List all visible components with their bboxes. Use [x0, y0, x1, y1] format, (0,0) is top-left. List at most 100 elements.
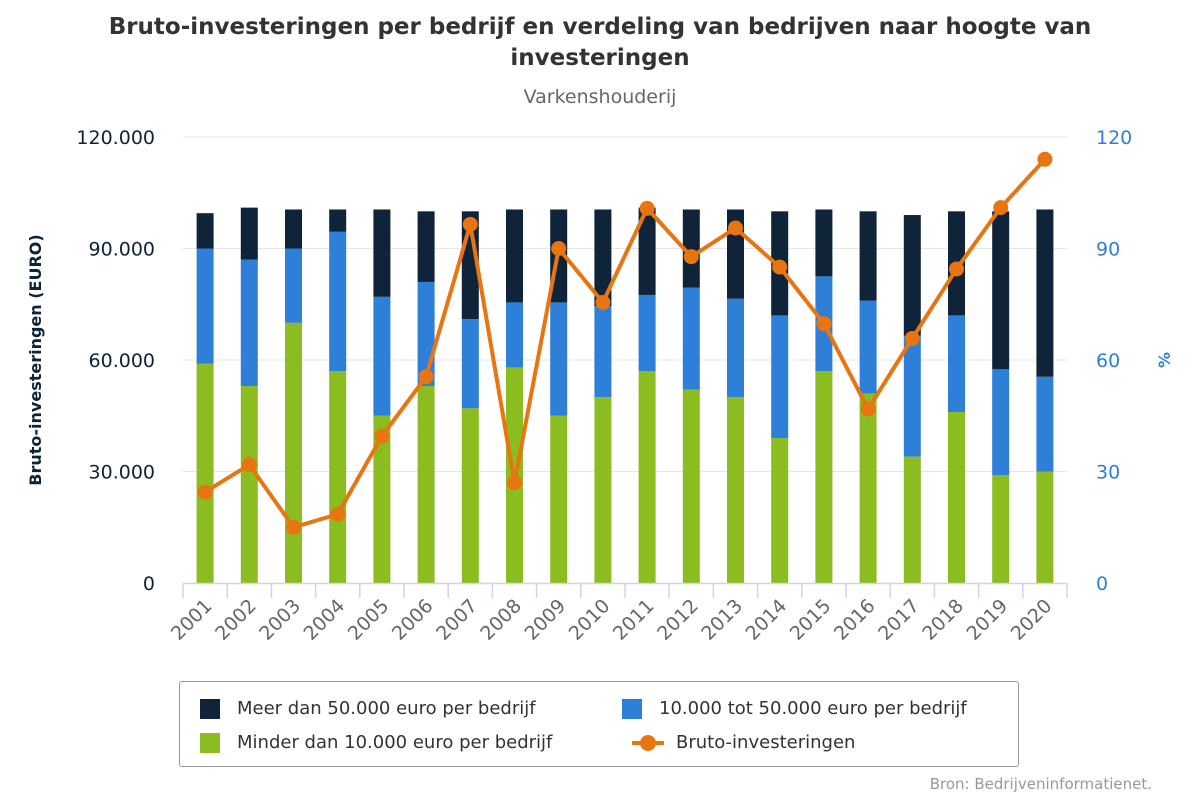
bar-meer [506, 209, 523, 303]
legend-swatch-minder [200, 732, 220, 753]
bar-minder [550, 415, 568, 583]
bar-minder [329, 371, 347, 583]
point-bruto-investeringen [330, 506, 346, 522]
point-bruto-investeringen [197, 484, 213, 500]
bar-tussen [550, 302, 568, 416]
y-left-tick-label: 0 [143, 573, 155, 595]
bar-minder [771, 438, 789, 583]
x-tick-label: 2003 [255, 595, 305, 645]
legend-label-tussen: 10.000 tot 50.000 euro per bedrijf [659, 698, 967, 719]
bar-tussen [285, 248, 302, 323]
bar-meer [285, 209, 302, 249]
x-tick-label: 2001 [167, 595, 217, 645]
bar-minder [461, 408, 479, 583]
point-bruto-investeringen [1037, 151, 1053, 167]
bar-minder [240, 386, 258, 583]
bar-tussen [903, 335, 921, 457]
y-left-tick-label: 120.000 [76, 127, 155, 149]
y-left-tick-label: 90.000 [89, 239, 155, 261]
legend-label-minder: Minder dan 10.000 euro per bedrijf [237, 732, 553, 753]
point-bruto-investeringen [551, 241, 567, 256]
credits: Bron: Bedrijveninformatienet. [929, 775, 1152, 793]
bar-tussen [196, 248, 214, 364]
bar-tussen [461, 319, 479, 409]
legend-item-meer[interactable]: Meer dan 50.000 euro per bedrijf [200, 698, 536, 719]
legend-label-meer: Meer dan 50.000 euro per bedrijf [237, 698, 536, 719]
y-right-axis-title: % [1155, 352, 1174, 368]
x-tick-label: 2008 [476, 595, 526, 645]
point-bruto-investeringen [993, 200, 1009, 216]
legend-item-minder[interactable]: Minder dan 10.000 euro per bedrijf [200, 732, 552, 753]
x-tick-label: 2004 [299, 595, 349, 645]
bar-minder [594, 397, 612, 583]
point-bruto-investeringen [418, 369, 434, 385]
legend-item-bruto[interactable]: Bruto-investeringen [632, 732, 855, 753]
x-tick-label: 2009 [520, 595, 570, 645]
bar-minder [1036, 471, 1054, 583]
legend: Meer dan 50.000 euro per bedrijf 10.000 … [179, 681, 1019, 767]
bar-meer [240, 207, 258, 260]
point-bruto-investeringen [772, 259, 788, 275]
bar-tussen [594, 306, 612, 398]
x-tick-label: 2017 [874, 595, 924, 645]
y-left-tick-label: 30.000 [89, 462, 155, 484]
y-right-tick-label: 0 [1096, 573, 1108, 595]
bar-meer [594, 209, 612, 307]
legend-swatch-meer [200, 698, 220, 719]
point-bruto-investeringen [595, 294, 611, 310]
bar-minder [638, 371, 656, 583]
bar-meer [1036, 209, 1054, 377]
bar-meer [815, 209, 833, 277]
bar-tussen [771, 315, 789, 439]
bar-minder [417, 386, 435, 583]
y-right-tick-label: 60 [1096, 350, 1120, 372]
x-tick-label: 2013 [697, 595, 747, 645]
bar-meer [373, 209, 391, 297]
point-bruto-investeringen [728, 220, 743, 236]
y-right-tick-label: 90 [1096, 239, 1120, 261]
chart-subtitle: Varkenshouderij [523, 86, 677, 108]
bar-tussen [682, 287, 700, 390]
point-bruto-investeringen [860, 401, 876, 417]
bar-minder [948, 412, 965, 583]
bar-minder [903, 456, 921, 583]
y-left-tick-label: 60.000 [89, 350, 155, 372]
x-tick-label: 2012 [653, 595, 703, 645]
point-bruto-investeringen [639, 200, 655, 216]
chart-title: Bruto-investeringen per bedrijf en verde… [108, 14, 1092, 71]
point-bruto-investeringen [904, 330, 920, 346]
bar-meer [992, 211, 1010, 370]
bar-minder [815, 371, 833, 583]
bar-tussen [859, 300, 877, 394]
bar-minder [682, 389, 700, 583]
bar-tussen [240, 259, 258, 387]
point-bruto-investeringen [374, 428, 390, 444]
y-right-tick-label: 30 [1096, 462, 1120, 484]
point-bruto-investeringen [241, 457, 257, 473]
bar-meer [859, 211, 877, 301]
x-tick-label: 2016 [830, 595, 880, 645]
point-bruto-investeringen [462, 216, 478, 232]
legend-swatch-bruto [632, 733, 664, 753]
x-tick-label: 2020 [1007, 595, 1057, 645]
legend-item-tussen[interactable]: 10.000 tot 50.000 euro per bedrijf [622, 698, 967, 719]
bar-minder [992, 475, 1010, 583]
bar-meer [329, 209, 347, 232]
bar-tussen [948, 315, 965, 413]
bar-tussen [329, 231, 347, 372]
bar-tussen [727, 298, 744, 398]
bar-minder [196, 363, 214, 583]
point-bruto-investeringen [816, 316, 832, 332]
bar-minder [373, 415, 391, 583]
bar-meer [903, 215, 921, 336]
x-tick-label: 2011 [609, 595, 659, 645]
x-tick-label: 2014 [741, 595, 791, 645]
x-tick-label: 2002 [211, 595, 261, 645]
bar-minder [285, 322, 302, 583]
bar-tussen [992, 369, 1010, 476]
x-tick-label: 2018 [918, 595, 968, 645]
legend-swatch-tussen [622, 698, 642, 719]
bar-tussen [373, 296, 391, 416]
bar-meer [417, 211, 435, 282]
